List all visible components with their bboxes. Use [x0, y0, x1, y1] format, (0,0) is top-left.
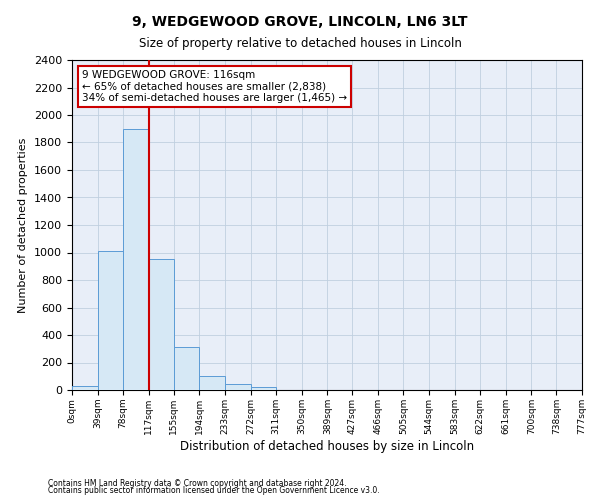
Text: Contains public sector information licensed under the Open Government Licence v3: Contains public sector information licen… — [48, 486, 380, 495]
Bar — [225, 384, 251, 390]
Bar — [251, 386, 276, 390]
Bar — [98, 251, 123, 390]
Bar — [174, 348, 199, 390]
Bar — [123, 128, 149, 390]
Text: Contains HM Land Registry data © Crown copyright and database right 2024.: Contains HM Land Registry data © Crown c… — [48, 478, 347, 488]
Bar — [149, 260, 174, 390]
Text: Size of property relative to detached houses in Lincoln: Size of property relative to detached ho… — [139, 38, 461, 51]
Bar — [199, 376, 225, 390]
Text: 9, WEDGEWOOD GROVE, LINCOLN, LN6 3LT: 9, WEDGEWOOD GROVE, LINCOLN, LN6 3LT — [132, 15, 468, 29]
X-axis label: Distribution of detached houses by size in Lincoln: Distribution of detached houses by size … — [180, 440, 474, 452]
Bar — [72, 386, 98, 390]
Y-axis label: Number of detached properties: Number of detached properties — [19, 138, 28, 312]
Text: 9 WEDGEWOOD GROVE: 116sqm
← 65% of detached houses are smaller (2,838)
34% of se: 9 WEDGEWOOD GROVE: 116sqm ← 65% of detac… — [82, 70, 347, 103]
